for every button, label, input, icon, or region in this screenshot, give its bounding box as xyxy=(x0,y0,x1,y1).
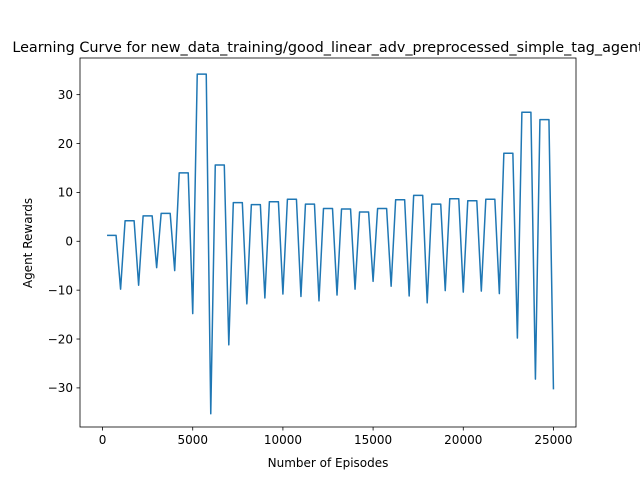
x-axis-label: Number of Episodes xyxy=(268,456,389,470)
y-axis-label: Agent Rewards xyxy=(21,198,35,288)
series-line-0 xyxy=(107,73,555,415)
y-tick-label: −30 xyxy=(48,381,73,395)
x-tick-label: 10000 xyxy=(264,433,302,447)
x-tick-label: 5000 xyxy=(177,433,208,447)
y-tick-label: 30 xyxy=(58,88,73,102)
y-tick-label: −20 xyxy=(48,332,73,346)
x-tick-label: 0 xyxy=(99,433,107,447)
axes-frame xyxy=(79,57,577,428)
y-tick-label: 10 xyxy=(58,186,73,200)
chart-title: Learning Curve for new_data_training/goo… xyxy=(12,40,640,56)
x-tick-label: 20000 xyxy=(444,433,482,447)
plot-area: 0 5000 10000 15000 20000 25000 −30 −20 −10 0 10 20 3… xyxy=(48,57,577,447)
x-tick-label: 25000 xyxy=(534,433,572,447)
y-tick-label: 0 xyxy=(65,235,73,249)
x-tick-label: 15000 xyxy=(354,433,392,447)
y-tick-label: 20 xyxy=(58,137,73,151)
y-tick-label: −10 xyxy=(48,283,73,297)
